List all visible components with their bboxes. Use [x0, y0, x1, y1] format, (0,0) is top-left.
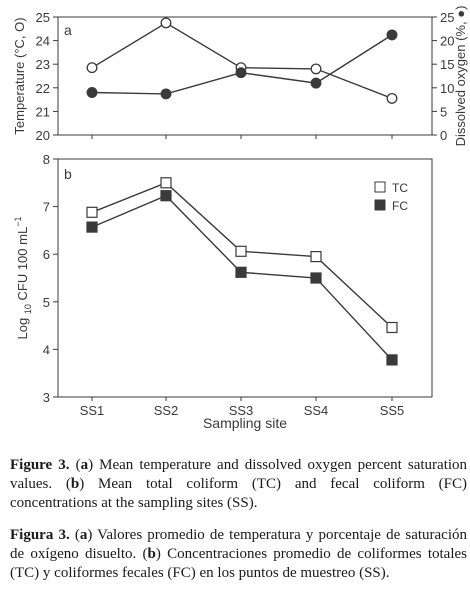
panel-b-series — [86, 177, 398, 366]
caption-english: Figure 3. (a) Mean temperature and disso… — [10, 457, 468, 511]
caption-es-b-text: Concentraciones promedio de coliformes t… — [10, 546, 467, 581]
tc-point — [160, 177, 172, 189]
panel-a-right-axis-label: Dissolved oxygen (%, ●) — [453, 6, 468, 147]
panel-a-x-axis — [91, 135, 393, 139]
panel-a-left-axis: 20 21 22 23 24 25 — [36, 10, 58, 143]
panel-a-left-tick-label: 22 — [36, 81, 50, 96]
legend-tc-marker — [374, 181, 386, 193]
caption-es-figure-label: Figura 3. — [10, 527, 70, 543]
panel-b-x-tick-label: SS3 — [229, 403, 254, 418]
panel-a-right-tick-label: 5 — [440, 104, 447, 119]
temperature-point — [160, 17, 172, 29]
temperature-point — [86, 62, 98, 74]
caption-en-a-text: Mean temperature and dissolved oxygen pe… — [10, 457, 468, 492]
caption-es-b-key: b — [147, 546, 156, 562]
panel-a-left-tick-label: 21 — [36, 104, 50, 119]
panel-a-right-tick-label: 25 — [440, 10, 454, 25]
tc-point — [386, 321, 398, 334]
tc-point — [86, 206, 98, 218]
panel-b-left-tick-label: 3 — [43, 390, 50, 405]
fc-point — [310, 272, 322, 284]
panel-a-left-tick-label: 24 — [36, 34, 50, 49]
panel-b-coliforms: b 3 4 5 6 7 8 SS1 SS2 SS3 SS4 SS5 Log 10 CFU 100 … — [13, 152, 433, 431]
caption-es-a-text: Valores promedio de temperatura y porcen… — [10, 527, 467, 562]
caption-en-a-key: a — [80, 457, 89, 473]
panel-a-letter: a — [64, 22, 72, 38]
panel-a-left-tick-label: 20 — [36, 128, 50, 143]
caption-es-a-key: a — [79, 527, 88, 543]
panel-b-x-tick-label: SS2 — [154, 403, 179, 418]
panel-a-series — [86, 17, 398, 104]
panel-b-x-axis-label: Sampling site — [203, 415, 287, 431]
panel-b-y-axis-label-superscript: −1 — [13, 217, 23, 227]
panel-b-y-axis-label-units: CFU 100 mL — [15, 227, 30, 304]
panel-a-temperature-oxygen: a 20 21 22 23 24 25 0 5 10 15 20 25 Temperature (°… — [12, 6, 468, 147]
panel-b-x-tick-label: SS4 — [304, 403, 329, 418]
tc-point — [310, 251, 322, 263]
panel-b-left-axis: 3 4 5 6 7 8 — [43, 152, 58, 405]
caption-en-b-text: Mean total coliform (TC) and fecal colif… — [10, 476, 467, 511]
dissolved-oxygen-point — [386, 29, 398, 41]
dissolved-oxygen-point — [235, 67, 247, 79]
caption-en-b-key: b — [70, 476, 80, 492]
fc-point — [86, 221, 98, 233]
temperature-point — [386, 92, 398, 104]
tc-point — [235, 245, 247, 257]
fc-point — [386, 354, 398, 366]
panel-a-right-tick-label: 0 — [440, 128, 447, 143]
panel-b-letter: b — [64, 166, 72, 182]
panel-a-left-tick-label: 23 — [36, 57, 50, 72]
panel-b-x-tick-label: SS1 — [80, 403, 105, 418]
panel-b-y-axis-label-text: Log — [15, 318, 30, 340]
panel-b-plot-frame — [57, 158, 433, 398]
panel-b-left-tick-label: 7 — [43, 200, 50, 215]
panel-a-right-tick-label: 15 — [440, 57, 454, 72]
dissolved-oxygen-point — [160, 88, 172, 100]
panel-b-left-tick-label: 4 — [43, 342, 50, 357]
caption-en-figure-label: Figure 3. — [10, 457, 70, 473]
panel-a-left-tick-label: 25 — [36, 10, 50, 25]
panel-b-left-tick-label: 8 — [43, 152, 50, 167]
panel-a-plot-frame — [57, 16, 433, 136]
panel-b-y-axis-label-subscript: 10 — [23, 304, 33, 314]
temperature-point — [310, 63, 322, 75]
panel-b-legend: TC FC — [374, 181, 408, 213]
legend-tc-label: TC — [392, 181, 408, 195]
panel-b-y-axis-label: Log 10 CFU 100 mL−1 — [13, 217, 33, 340]
legend-fc-label: FC — [392, 199, 408, 213]
panel-a-right-axis: 0 5 10 15 20 25 — [432, 10, 454, 143]
dissolved-oxygen-point — [86, 87, 98, 98]
dissolved-oxygen-point — [310, 77, 322, 89]
panel-a-right-tick-label: 20 — [440, 34, 454, 49]
panel-a-left-axis-label: Temperature (°C, O) — [12, 17, 27, 134]
figure-3: a 20 21 22 23 24 25 0 5 10 15 20 25 Temperature (°… — [12, 6, 468, 431]
panel-b-left-tick-label: 5 — [43, 295, 50, 310]
temperature-line — [91, 22, 393, 100]
panel-b-left-tick-label: 6 — [43, 247, 50, 262]
caption-spanish: Figura 3. (a) Valores promedio de temper… — [10, 527, 467, 581]
panel-a-right-tick-label: 10 — [440, 81, 454, 96]
panel-b-x-axis: SS1 SS2 SS3 SS4 SS5 — [80, 397, 405, 418]
fc-point — [235, 266, 247, 278]
fc-point — [160, 190, 172, 202]
legend-fc-marker — [374, 199, 386, 211]
panel-b-x-tick-label: SS5 — [380, 403, 405, 418]
